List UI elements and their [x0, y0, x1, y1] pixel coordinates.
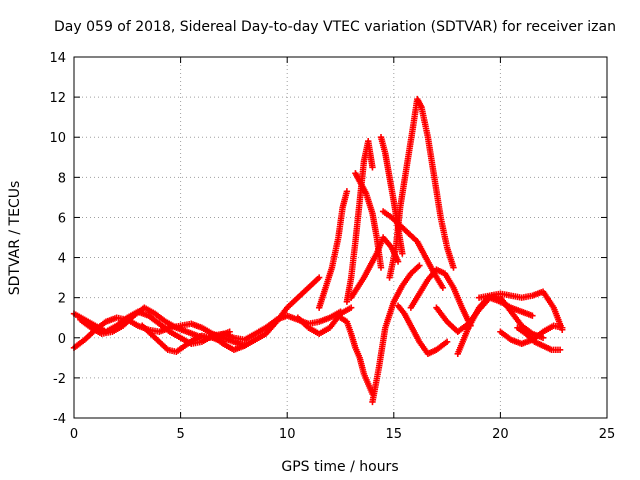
series-arc-7	[294, 304, 355, 337]
data-point	[439, 284, 447, 291]
series-arc-18	[394, 302, 451, 358]
data-point	[556, 346, 564, 354]
x-tick-label: 25	[599, 427, 616, 442]
y-tick-label: 12	[49, 91, 66, 106]
y-tick-label: 2	[58, 292, 66, 307]
y-tick-label: 8	[58, 171, 66, 186]
series-arc-8	[315, 188, 351, 311]
data-point	[539, 334, 547, 341]
series-arc-13	[347, 234, 402, 301]
data-point	[399, 250, 406, 257]
series-arc-23	[514, 324, 564, 354]
series-arc-15	[379, 208, 447, 291]
grid	[74, 57, 607, 418]
y-tick-label: 0	[58, 332, 66, 347]
series-arc-9	[337, 314, 376, 398]
series-arc-16	[386, 95, 457, 281]
series-arc-5	[209, 274, 323, 354]
x-tick-label: 10	[279, 427, 296, 442]
y-axis-title: SDTVAR / TECUs	[7, 181, 23, 296]
data-point	[369, 164, 376, 171]
x-tick-label: 5	[176, 427, 184, 442]
data-point	[443, 338, 451, 345]
series-arc-3	[77, 304, 233, 341]
y-tick-label: -2	[53, 372, 66, 387]
axis-ticks: 0 5 10 15 20 25 -4 -2 0 2 4 6 8 10 12 14	[49, 51, 615, 442]
data-point	[416, 262, 423, 269]
x-tick-label: 15	[386, 427, 403, 442]
y-tick-label: -4	[53, 412, 66, 427]
data-point	[377, 264, 385, 271]
x-axis-title: GPS time / hours	[281, 459, 398, 475]
data-point	[226, 328, 233, 335]
x-tick-label: 20	[492, 427, 509, 442]
data-points	[70, 95, 566, 406]
data-point	[315, 274, 323, 281]
series-arc-21	[475, 288, 566, 333]
data-point	[394, 258, 402, 265]
y-tick-label: 6	[58, 211, 66, 226]
y-tick-label: 4	[58, 252, 66, 267]
series-arc-17	[407, 266, 474, 329]
data-point	[343, 188, 351, 195]
series-arc-12	[352, 170, 385, 271]
data-point	[450, 264, 457, 271]
plot-frame	[73, 56, 608, 419]
x-tick-label: 0	[70, 427, 78, 442]
series-arc-10	[369, 262, 423, 406]
y-tick-label: 10	[49, 131, 66, 146]
data-point	[529, 312, 536, 319]
data-point	[347, 304, 355, 311]
data-point	[559, 324, 566, 331]
chart-title: Day 059 of 2018, Sidereal Day-to-day VTE…	[54, 19, 616, 35]
y-tick-label: 14	[49, 51, 66, 66]
